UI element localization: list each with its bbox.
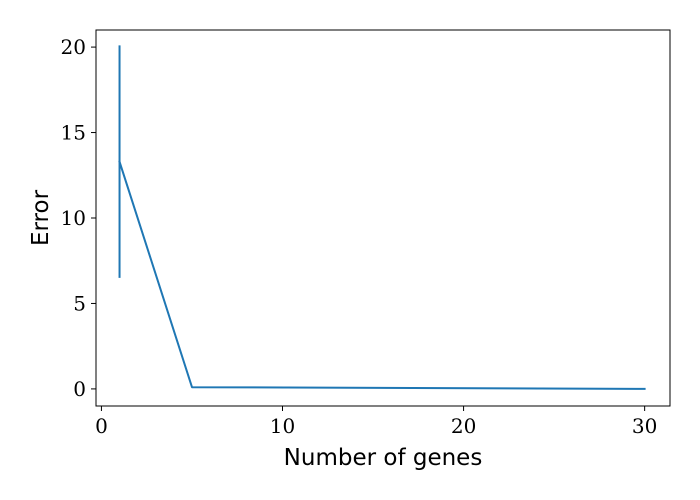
plot-frame — [95, 29, 671, 407]
x-axis-label: Number of genes — [284, 445, 483, 471]
ticks: 0 10 20 30 0 5 10 15 20 — [61, 35, 658, 438]
x-tick-label: 30 — [632, 414, 657, 438]
y-tick-label: 5 — [73, 291, 86, 315]
x-tick-label: 10 — [270, 414, 295, 438]
series — [118, 45, 646, 390]
plot-area — [96, 30, 670, 406]
y-tick-label: 0 — [73, 377, 86, 401]
x-tick-label: 0 — [95, 414, 108, 438]
y-tick-label: 15 — [61, 121, 86, 145]
y-tick-label: 10 — [61, 206, 86, 230]
x-tick-label: 20 — [451, 414, 476, 438]
series-line — [118, 160, 646, 390]
y-axis-label: Error — [28, 189, 54, 246]
y-tick-label: 20 — [61, 35, 86, 59]
